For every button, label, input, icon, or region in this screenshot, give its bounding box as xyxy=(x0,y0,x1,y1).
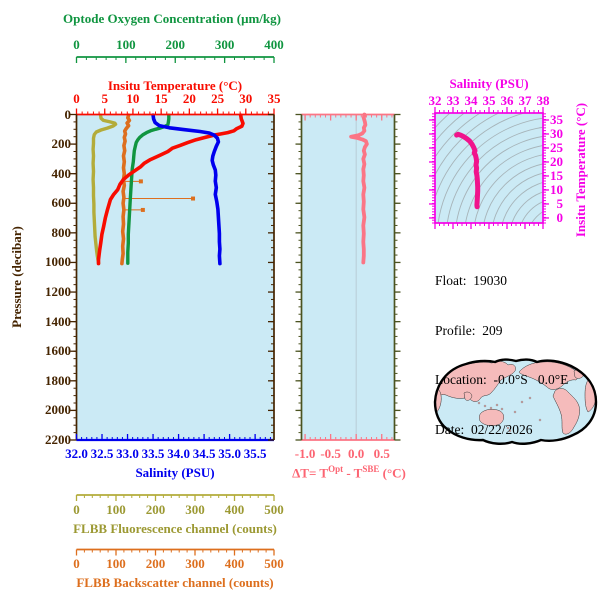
float-info-float: Float: 19030 xyxy=(435,273,508,288)
delta-t-curve xyxy=(349,112,369,265)
tick-label: 1400 xyxy=(45,313,71,329)
salinity-axis-title: Salinity (PSU) xyxy=(135,465,215,480)
tick-label: 0 xyxy=(64,106,72,122)
tick-label: 0 xyxy=(556,209,564,225)
tick-label: 500 xyxy=(264,502,284,517)
tick-label: 5 xyxy=(101,91,108,106)
tick-label: 25 xyxy=(211,91,225,106)
tick-label: 1800 xyxy=(45,372,71,388)
tick-label: 32 xyxy=(428,93,442,108)
tick-label: 400 xyxy=(224,556,245,571)
ts-salinity-axis-title: Salinity (PSU) xyxy=(449,76,529,91)
fluorescence-axis-title: FLBB Fluorescence channel (counts) xyxy=(73,521,277,536)
tick-label: 300 xyxy=(185,556,205,571)
ts-temperature-axis-title: Insitu Temperature (°C) xyxy=(573,102,588,238)
ts-curve xyxy=(454,131,481,210)
pressure-axis-title: Pressure (decibar) xyxy=(9,226,24,328)
tick-label: 200 xyxy=(51,136,72,152)
float-info-date: Date: 02/22/2026 xyxy=(435,421,533,437)
tick-label: 600 xyxy=(51,195,72,211)
tick-label: -1.0 xyxy=(294,446,316,461)
tick-label: -0.5 xyxy=(320,446,341,461)
tick-label: 0 xyxy=(73,37,80,52)
tick-label: 300 xyxy=(185,502,205,517)
tick-label: 10 xyxy=(550,181,563,197)
temperature-axis-title: Insitu Temperature (°C) xyxy=(107,78,243,93)
backscatter-axis-title: FLBB Backscatter channel (counts) xyxy=(76,575,274,590)
tick-label: 1600 xyxy=(45,343,71,359)
tick-label: 38 xyxy=(536,93,550,108)
tick-label: 34.0 xyxy=(167,446,190,461)
tick-label: 0.0 xyxy=(348,446,365,461)
tick-label: 33.0 xyxy=(116,446,139,461)
tick-label: 400 xyxy=(51,165,72,181)
tick-label: 15 xyxy=(154,91,168,106)
oxygen-axis-title: Optode Oxygen Concentration (μm/kg) xyxy=(63,11,281,26)
tick-label: 100 xyxy=(106,556,126,571)
tick-label: 20 xyxy=(182,91,196,106)
tick-label: 37 xyxy=(518,93,532,108)
tick-label: 32.0 xyxy=(65,446,88,461)
tick-label: 100 xyxy=(106,502,126,517)
tick-label: 0.5 xyxy=(373,446,390,461)
tick-label: 35 xyxy=(550,111,563,127)
tick-label: 30 xyxy=(239,91,253,106)
tick-label: 200 xyxy=(145,502,166,517)
tick-label: 300 xyxy=(214,37,235,52)
tick-label: 35.5 xyxy=(243,446,267,461)
tick-label: 25 xyxy=(550,139,563,155)
float-info-profile: Profile: 209 xyxy=(435,322,503,338)
tick-label: 15 xyxy=(550,167,563,183)
tick-label: 100 xyxy=(116,37,136,52)
tick-label: 36 xyxy=(500,93,514,108)
world-map xyxy=(433,358,598,445)
delta-t-axis-title: ΔT= TOpt - TSBE (°C) xyxy=(292,464,406,481)
tick-label: 400 xyxy=(264,37,284,52)
map-continents xyxy=(435,361,596,435)
float-info-location: Location: -0.0°S 0.0°E xyxy=(435,372,569,387)
tick-label: 35 xyxy=(482,93,496,108)
tick-label: 34.5 xyxy=(192,446,216,461)
tick-label: 1200 xyxy=(45,284,71,300)
tick-label: 32.5 xyxy=(90,446,114,461)
tick-label: 0 xyxy=(73,502,80,517)
tick-label: 35 xyxy=(267,91,281,106)
profile-curves xyxy=(91,113,245,266)
tick-label: 1000 xyxy=(45,254,71,270)
tick-label: 33 xyxy=(446,93,460,108)
tick-label: 10 xyxy=(126,91,140,106)
tick-label: 33.5 xyxy=(141,446,165,461)
tick-label: 500 xyxy=(264,556,284,571)
tick-label: 0 xyxy=(73,91,80,106)
tick-label: 30 xyxy=(550,125,563,141)
tick-label: 35.0 xyxy=(218,446,241,461)
tick-label: 2000 xyxy=(45,402,71,418)
tick-label: 5 xyxy=(556,195,564,211)
tick-label: 800 xyxy=(51,224,72,240)
tick-label: 20 xyxy=(550,153,563,169)
tick-label: 2200 xyxy=(45,432,71,447)
tick-label: 400 xyxy=(224,502,245,517)
float-info: Float: 19030 Profile: 209 Location: -0.0… xyxy=(435,240,568,471)
tick-label: 200 xyxy=(165,37,186,52)
tick-label: 34 xyxy=(464,93,478,108)
tick-label: 200 xyxy=(145,556,166,571)
tick-label: 0 xyxy=(73,556,80,571)
